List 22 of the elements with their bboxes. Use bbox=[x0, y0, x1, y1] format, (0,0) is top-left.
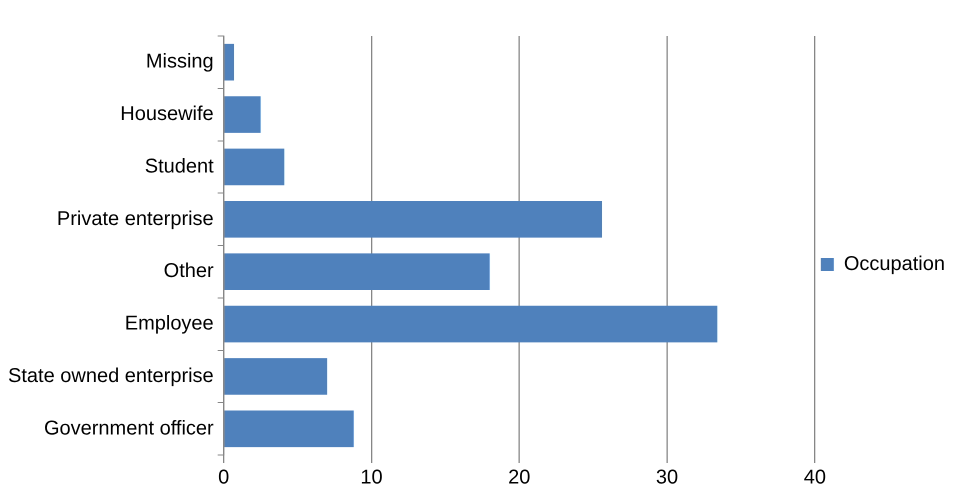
x-tick-label: 30 bbox=[656, 466, 678, 489]
y-tick-label: State owned enterprise bbox=[8, 364, 214, 387]
y-tick-label: Missing bbox=[146, 50, 214, 73]
y-tick-label: Student bbox=[144, 155, 214, 178]
bar bbox=[224, 358, 328, 395]
bar bbox=[224, 148, 284, 186]
y-tick-label: Employee bbox=[124, 312, 214, 335]
bar bbox=[224, 96, 261, 133]
y-tick-label: Private enterprise bbox=[56, 208, 214, 230]
legend-label: Occupation bbox=[844, 253, 945, 276]
bar bbox=[224, 253, 490, 290]
bar bbox=[224, 44, 234, 81]
x-tick-label: 40 bbox=[804, 466, 826, 489]
y-tick-label: Housewife bbox=[120, 103, 214, 126]
bar bbox=[224, 200, 602, 238]
bar bbox=[224, 410, 354, 448]
x-tick-label: 10 bbox=[360, 466, 383, 489]
bar bbox=[224, 306, 718, 342]
y-tick-label: Other bbox=[164, 260, 214, 282]
x-tick-label: 20 bbox=[508, 466, 530, 489]
x-tick-label: 0 bbox=[218, 466, 230, 489]
y-tick-label: Government officer bbox=[44, 417, 214, 440]
